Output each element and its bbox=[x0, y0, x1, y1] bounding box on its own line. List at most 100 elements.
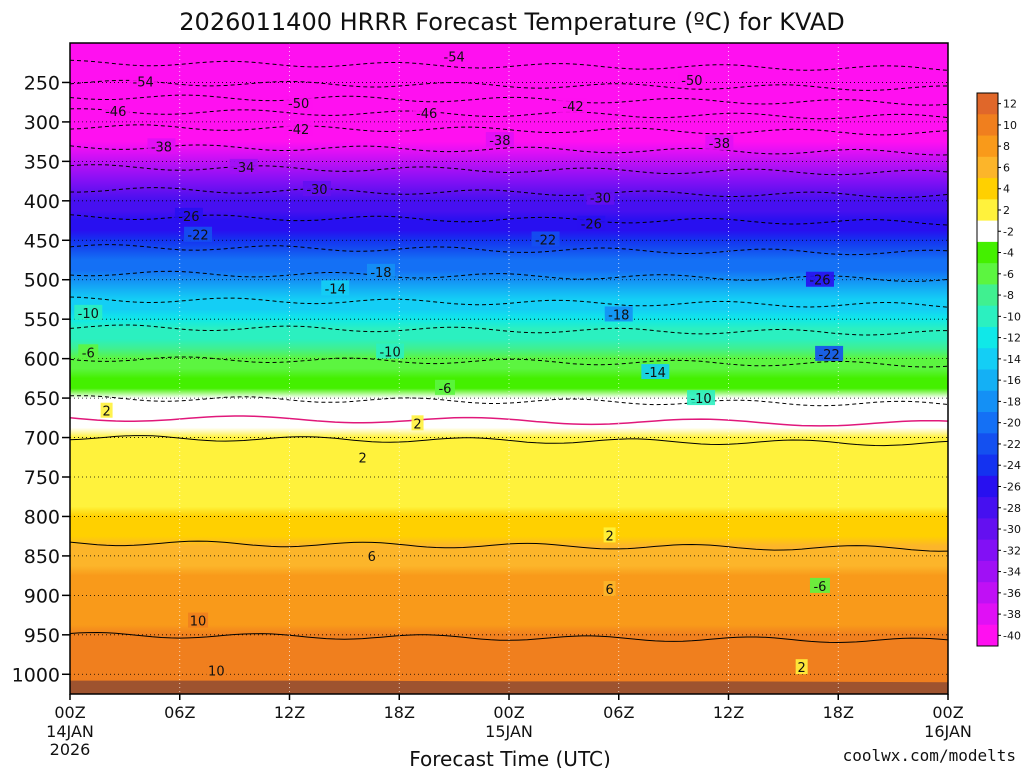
x-tick-date: 15JAN bbox=[485, 722, 533, 741]
contour-label-bg bbox=[284, 121, 313, 137]
y-tick-label: 750 bbox=[24, 467, 60, 489]
contour-label-bg bbox=[174, 207, 203, 223]
colorbar-label: -36 bbox=[1003, 587, 1021, 600]
x-tick-label: 00Z bbox=[493, 703, 524, 722]
contour-label-bg bbox=[184, 226, 213, 242]
y-tick-label: 550 bbox=[24, 309, 60, 331]
contour-label-bg bbox=[366, 263, 395, 279]
contour-label: -18 bbox=[608, 308, 629, 323]
colorbar-swatch bbox=[977, 135, 998, 158]
contour-label-bg bbox=[411, 415, 424, 431]
colorbar-legend: 12 10 8 6 4 2 -2 -4 -6 -8 -10 -12 -14 -16 -18 -20 -22 -24… bbox=[976, 92, 1021, 647]
contour-label: 2 bbox=[413, 417, 421, 432]
colorbar-swatch bbox=[977, 348, 998, 370]
contour-label: -14 bbox=[325, 282, 346, 297]
colorbar-swatch bbox=[977, 369, 998, 392]
colorbar-label: -20 bbox=[1003, 417, 1021, 430]
contour-label: -54 bbox=[444, 50, 465, 65]
contour-label: -10 bbox=[78, 307, 99, 322]
contour-label-bg bbox=[229, 158, 258, 174]
colorbar-swatch bbox=[977, 263, 998, 285]
contour-label-bg bbox=[101, 102, 130, 118]
colorbar-label: -16 bbox=[1003, 374, 1021, 387]
colorbar-swatch bbox=[977, 326, 998, 349]
contour-label-bg bbox=[559, 98, 588, 114]
plot-area: -54 -54 -50 -50 -46 -46 -42 -42 -38 -38 -38 -34 -30 -… bbox=[69, 42, 949, 695]
contour-label-bg bbox=[440, 48, 469, 64]
colorbar-label: -2 bbox=[1003, 225, 1014, 238]
credit-text[interactable]: coolwx.com/modelts bbox=[843, 746, 1016, 765]
contour-label-bg bbox=[302, 180, 331, 196]
contour-label-bg bbox=[284, 94, 313, 110]
y-tick-label: 600 bbox=[24, 349, 60, 371]
contour-label-bg bbox=[815, 345, 844, 361]
colorbar-swatch bbox=[977, 539, 998, 562]
colorbar-label: -8 bbox=[1003, 289, 1014, 302]
contour-label: -6 bbox=[82, 346, 95, 361]
y-tick-label: 650 bbox=[24, 388, 60, 410]
colorbar-label: -6 bbox=[1003, 268, 1014, 281]
contour-label: 10 bbox=[190, 615, 207, 630]
colorbar-swatch bbox=[977, 518, 998, 541]
contour-label: -50 bbox=[288, 97, 309, 112]
contour-label: 10 bbox=[208, 664, 225, 679]
contour-label: 2 bbox=[798, 661, 806, 676]
contour-label-bg bbox=[604, 306, 633, 322]
colorbar-label: 12 bbox=[1003, 98, 1017, 111]
colorbar-swatch bbox=[977, 284, 998, 307]
contour-label: -14 bbox=[645, 366, 666, 381]
colorbar-label: -12 bbox=[1003, 332, 1021, 345]
contour-label: -6 bbox=[813, 580, 826, 595]
x-tick-label: 12Z bbox=[274, 703, 305, 722]
contour-label-bg bbox=[485, 132, 514, 148]
contour-label: -26 bbox=[581, 218, 602, 233]
contour-label-bg bbox=[531, 231, 560, 247]
y-tick-label: 450 bbox=[24, 230, 60, 252]
colorbar-swatch bbox=[977, 178, 998, 200]
colorbar-swatch bbox=[977, 412, 998, 434]
x-tick-label: 12Z bbox=[713, 703, 744, 722]
colorbar-swatch bbox=[977, 603, 998, 626]
contour-label-bg bbox=[74, 304, 103, 320]
contour-label: -38 bbox=[489, 134, 510, 149]
colorbar-label: -38 bbox=[1003, 608, 1021, 621]
colorbar-label: -40 bbox=[1003, 629, 1021, 642]
contour-label-bg bbox=[603, 581, 616, 597]
contour-label-bg bbox=[603, 527, 616, 543]
colorbar-label: -10 bbox=[1003, 310, 1021, 323]
contour-label: -18 bbox=[370, 266, 391, 281]
colorbar-swatch bbox=[977, 390, 998, 413]
colorbar-swatch bbox=[977, 305, 998, 328]
y-tick-label: 350 bbox=[24, 151, 60, 173]
contour-label: -54 bbox=[133, 76, 154, 91]
contour-label: -22 bbox=[818, 348, 839, 363]
contour-label: -30 bbox=[590, 192, 611, 207]
contour-label-bg bbox=[586, 189, 615, 205]
chart-title: 2026011400 HRRR Forecast Temperature (ºC… bbox=[179, 8, 844, 36]
contour-label-bg bbox=[78, 344, 99, 360]
x-tick-date: 16JAN bbox=[924, 722, 972, 741]
colorbar-label: -14 bbox=[1003, 353, 1021, 366]
colorbar-frame bbox=[976, 92, 999, 647]
colorbar-label: -4 bbox=[1003, 247, 1014, 260]
contour-label-bg bbox=[805, 271, 834, 287]
contour-label: -22 bbox=[187, 229, 208, 244]
contour-label: -42 bbox=[288, 123, 309, 138]
y-tick-label: 800 bbox=[24, 506, 60, 528]
contour-label: -50 bbox=[681, 74, 702, 89]
contour-label: -30 bbox=[306, 183, 327, 198]
contour-label: -38 bbox=[709, 137, 730, 152]
y-tick-label: 700 bbox=[24, 428, 60, 450]
contour-label: 6 bbox=[605, 583, 613, 598]
contour-label-bg bbox=[129, 73, 158, 89]
contour-label: -6 bbox=[438, 382, 451, 397]
colorbar-swatch bbox=[977, 624, 998, 647]
contour-label-bg bbox=[412, 105, 441, 121]
colorbar-swatch bbox=[977, 582, 998, 604]
colorbar-label: -32 bbox=[1003, 544, 1021, 557]
x-tick-label: 18Z bbox=[384, 703, 415, 722]
colorbar-swatch bbox=[977, 220, 998, 243]
colorbar-swatch bbox=[977, 156, 998, 179]
colorbar-swatch bbox=[977, 497, 998, 519]
